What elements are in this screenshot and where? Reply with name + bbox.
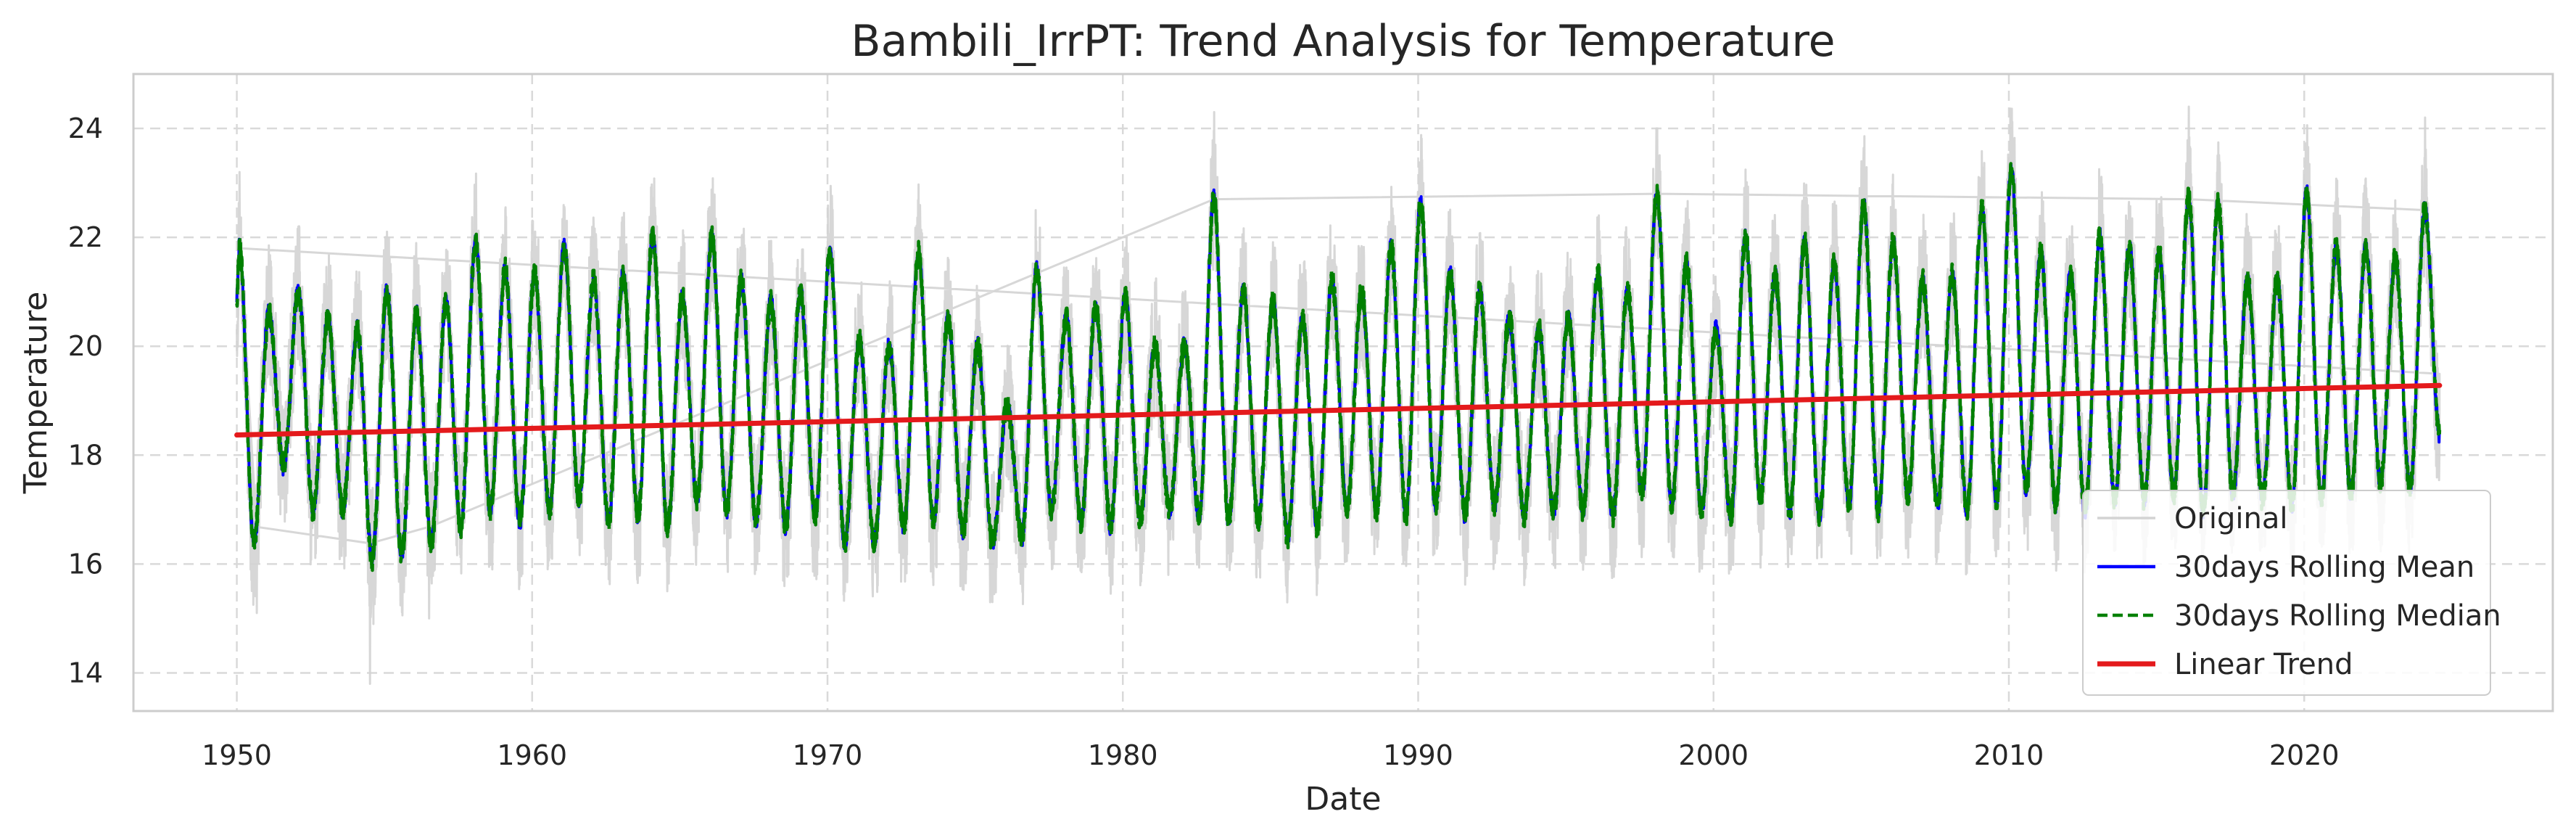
plot-frame <box>132 73 2554 712</box>
legend-frame <box>2082 490 2491 696</box>
series-rolling-median <box>235 162 2442 572</box>
x-tick-label: 1980 <box>1088 739 1158 771</box>
legend-item-rolling-mean: 30days Rolling Mean <box>2097 551 2474 584</box>
y-tick-label: 18 <box>68 439 103 471</box>
x-tick-label: 2000 <box>1678 739 1749 771</box>
x-tick-label: 1970 <box>793 739 863 771</box>
series-linear-trend <box>234 382 2443 438</box>
legend-label-rolling-mean: 30days Rolling Mean <box>2174 551 2474 584</box>
x-tick-label: 2010 <box>1974 739 2044 771</box>
x-tick-label: 1950 <box>202 739 272 771</box>
x-axis-ticks: 1950 1960 1970 1980 1990 2000 2010 2020 <box>202 739 2339 771</box>
legend-label-linear-trend: Linear Trend <box>2174 648 2353 681</box>
y-tick-label: 16 <box>68 548 103 580</box>
y-tick-label: 20 <box>68 330 103 362</box>
y-axis-ticks: 14 16 18 20 22 24 <box>68 112 103 689</box>
x-tick-label: 1990 <box>1383 739 1453 771</box>
plot-area <box>234 105 2443 685</box>
legend: Original 30days Rolling Mean 30days Roll… <box>2082 490 2501 696</box>
x-tick-label: 1960 <box>497 739 567 771</box>
x-tick-label: 2020 <box>2269 739 2340 771</box>
legend-item-linear-trend: Linear Trend <box>2097 648 2353 681</box>
legend-item-original: Original <box>2097 502 2288 535</box>
y-tick-label: 24 <box>68 112 103 144</box>
y-tick-label: 14 <box>68 657 103 689</box>
y-axis-label: Temperature <box>17 292 54 495</box>
legend-label-original: Original <box>2174 502 2288 535</box>
chart-title: Bambili_IrrPT: Trend Analysis for Temper… <box>851 16 1835 67</box>
x-axis-label: Date <box>1305 781 1381 818</box>
legend-label-rolling-median: 30days Rolling Median <box>2174 599 2501 633</box>
legend-item-rolling-median: 30days Rolling Median <box>2097 599 2501 633</box>
y-tick-label: 22 <box>68 221 103 253</box>
